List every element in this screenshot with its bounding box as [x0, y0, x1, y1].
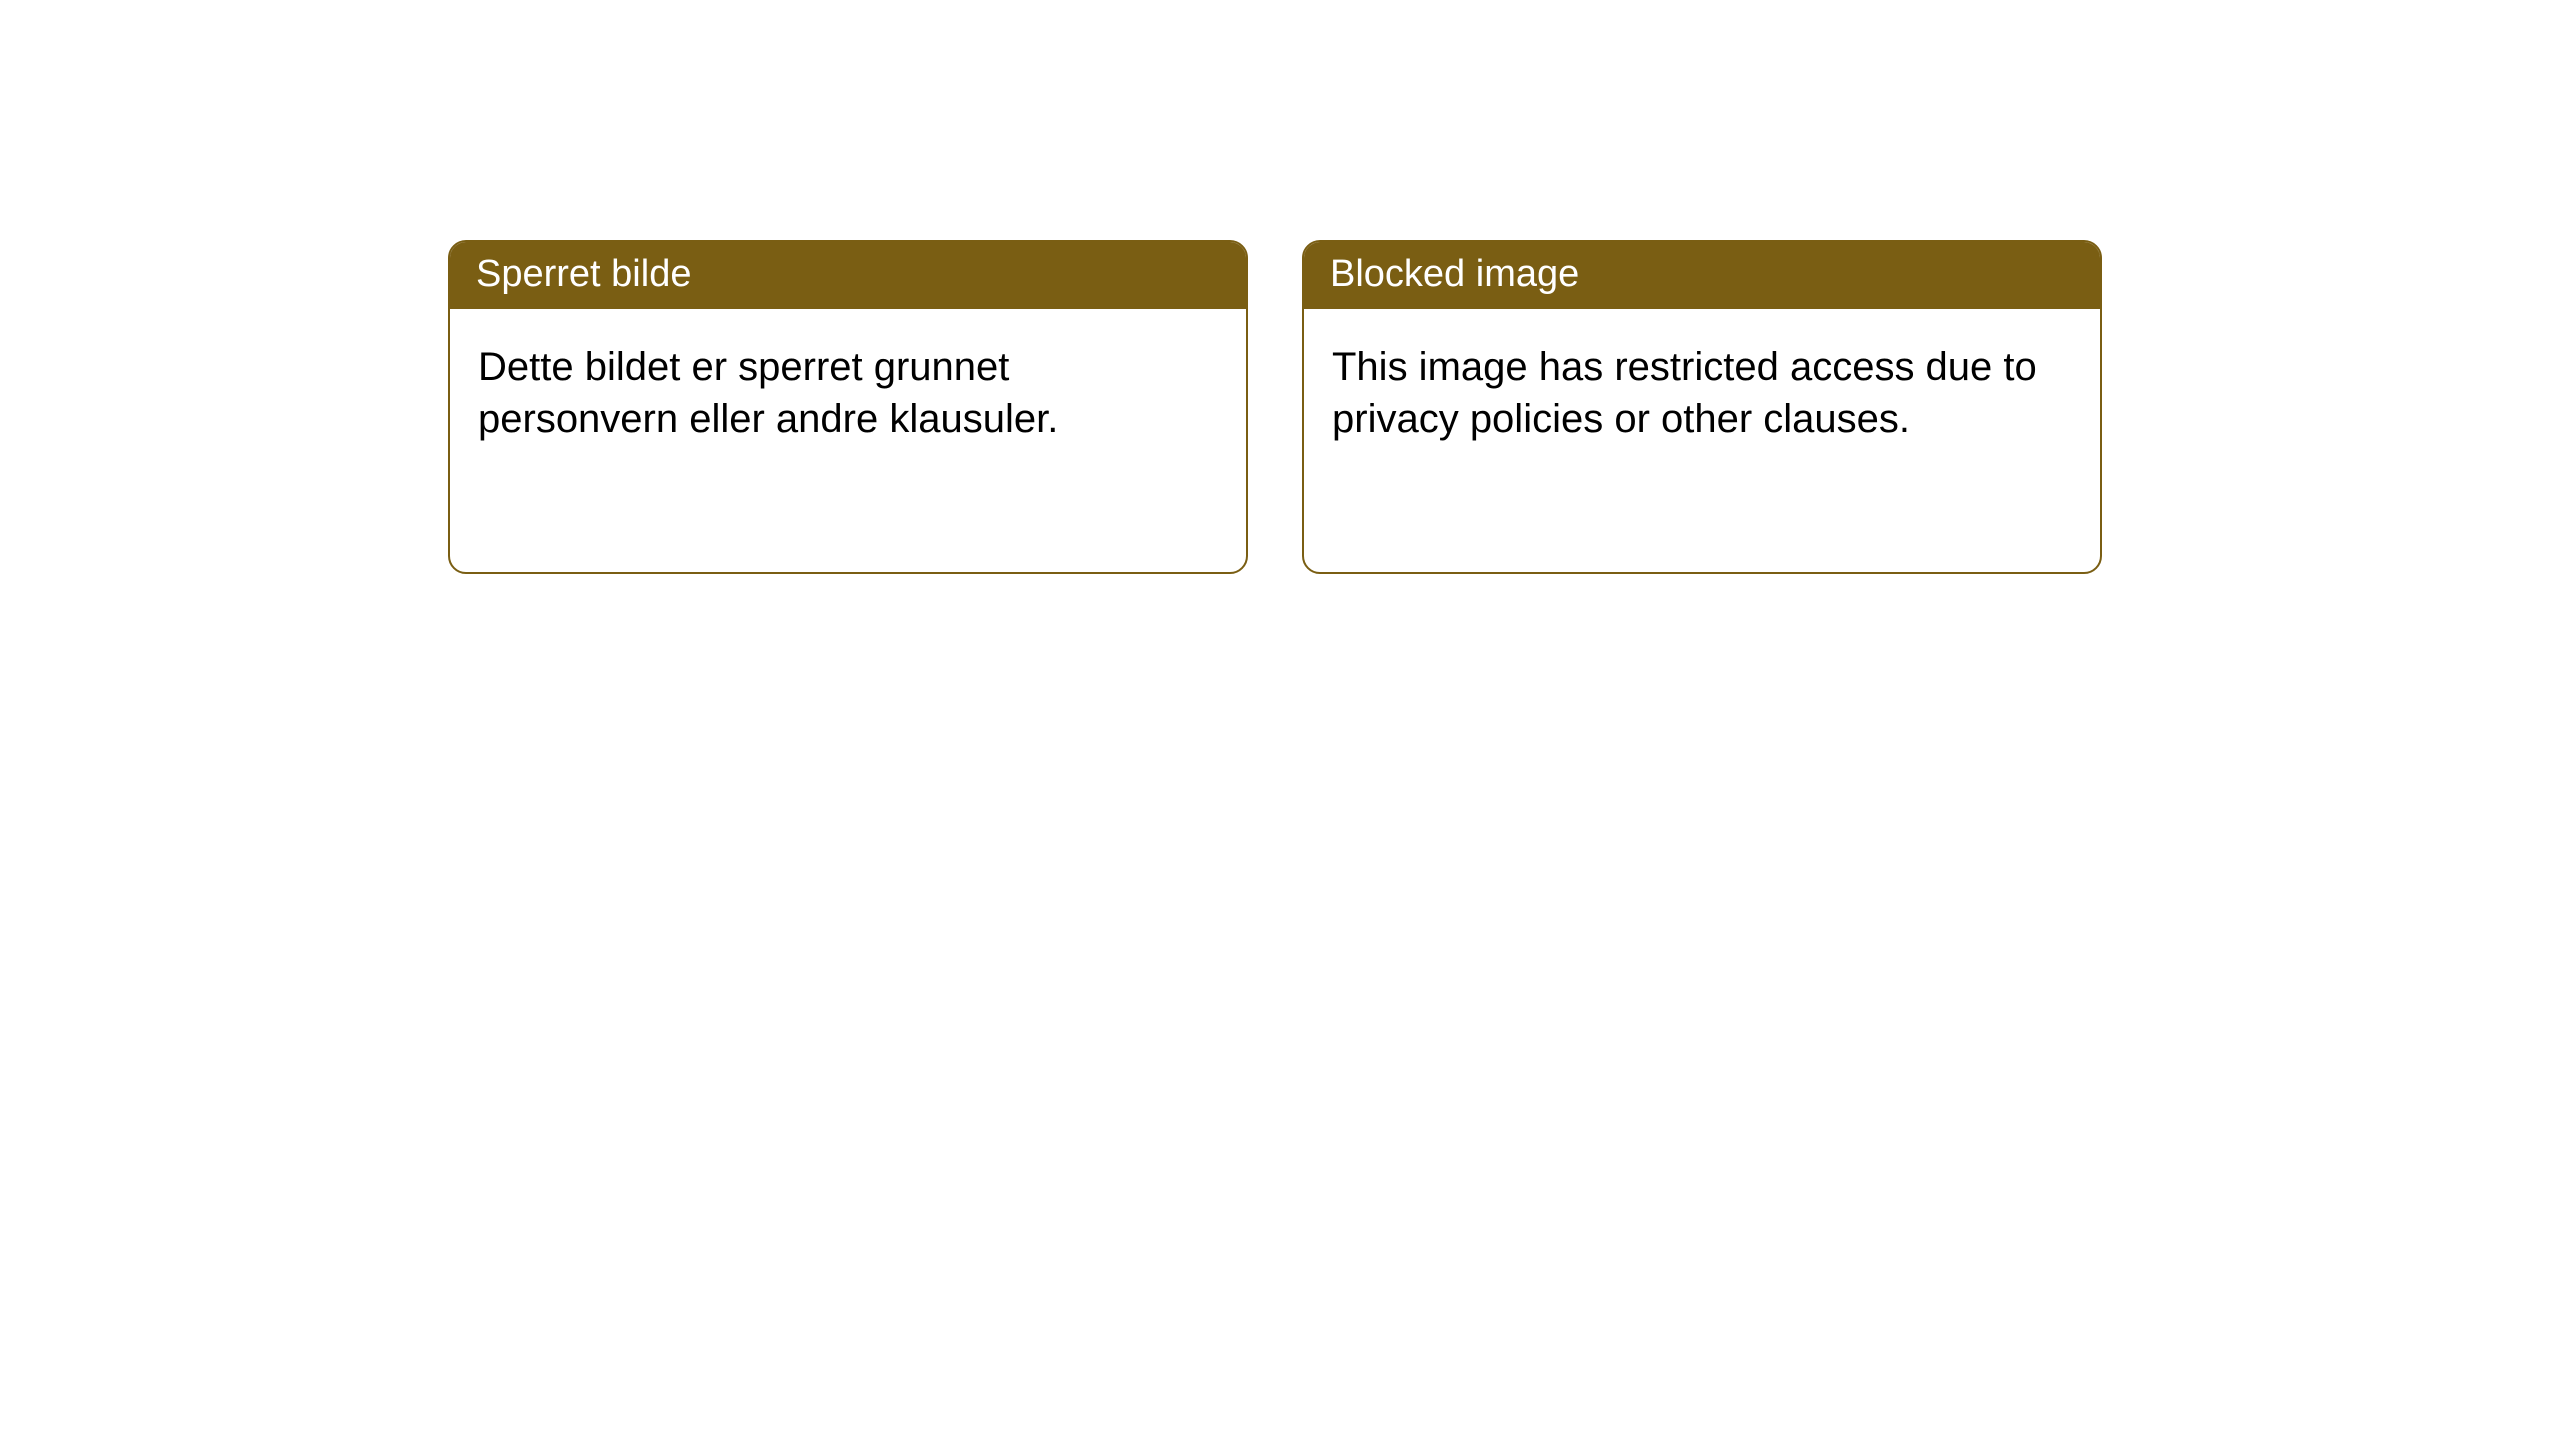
notice-title: Sperret bilde [450, 242, 1246, 309]
notice-card-norwegian: Sperret bilde Dette bildet er sperret gr… [448, 240, 1248, 574]
notice-body: Dette bildet er sperret grunnet personve… [450, 309, 1246, 477]
notice-title: Blocked image [1304, 242, 2100, 309]
notice-container: Sperret bilde Dette bildet er sperret gr… [0, 0, 2560, 574]
notice-card-english: Blocked image This image has restricted … [1302, 240, 2102, 574]
notice-body: This image has restricted access due to … [1304, 309, 2100, 477]
